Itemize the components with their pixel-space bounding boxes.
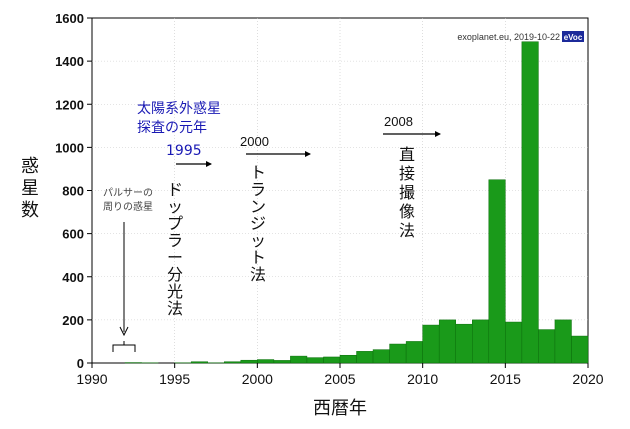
- annotation-blue-line2: 探査の元年: [137, 120, 207, 136]
- bar-2014: [488, 179, 506, 364]
- x-tick-label: 1990: [76, 371, 107, 387]
- y-tick-label: 1600: [55, 11, 84, 26]
- annotation-year-1995: 1995: [166, 143, 202, 159]
- arrow-2000: [246, 151, 311, 157]
- x-tick-label: 1995: [159, 371, 190, 387]
- annotation-year-2008: 2008: [384, 114, 413, 129]
- y-tick-label: 200: [62, 313, 84, 328]
- x-tick-label: 2020: [572, 371, 603, 387]
- bar-2002: [290, 355, 308, 364]
- y-tick-label: 1200: [55, 97, 84, 112]
- bar-2008: [389, 343, 407, 364]
- arrow-pulsar: [119, 222, 129, 337]
- bar-2009: [405, 341, 423, 364]
- credit-text: exoplanet.eu, 2019-10-22: [457, 32, 560, 42]
- annotation-doppler: ドップラー分光法: [167, 180, 183, 318]
- arrow-2008: [383, 131, 441, 137]
- annotation-direct: 直接撮像法: [399, 145, 415, 240]
- bar-2011: [438, 319, 456, 364]
- bar-2018: [554, 319, 572, 364]
- bar-2007: [372, 349, 390, 364]
- bar-2010: [422, 324, 440, 364]
- x-tick-labels: 1990 1995 2000 2005 2010 2015 2020: [76, 363, 604, 387]
- y-tick-label: 1400: [55, 54, 84, 69]
- y-tick-label: 800: [62, 184, 84, 199]
- x-axis-title: 西暦年: [313, 398, 367, 419]
- bar-2003: [306, 357, 324, 364]
- credit-badge: [562, 31, 584, 42]
- bar-2012: [455, 323, 473, 364]
- arrow-1995: [176, 161, 212, 167]
- annotation-pulsar-line2: 周りの惑星: [103, 200, 153, 213]
- bar-series: [124, 41, 589, 364]
- bar-2015: [505, 321, 523, 364]
- y-tick-labels: 0 200 400 600 800 1000 1200 1400 1600: [55, 11, 92, 371]
- annotation-blue-line1: 太陽系外惑星: [137, 101, 221, 117]
- bar-1996: [190, 361, 208, 364]
- bar-2013: [472, 319, 490, 364]
- bar-2016: [521, 41, 539, 364]
- annotation-transit: トランジット法: [250, 163, 266, 284]
- bar-2017: [538, 329, 556, 364]
- y-tick-label: 400: [62, 270, 84, 285]
- bar-2000: [257, 359, 275, 364]
- bar-1998: [224, 361, 242, 364]
- y-tick-label: 0: [77, 356, 84, 371]
- x-tick-label: 2005: [324, 371, 355, 387]
- credit-badge-label: eVoc: [564, 33, 583, 42]
- x-tick-label: 2015: [490, 371, 521, 387]
- bar-1999: [240, 359, 258, 364]
- y-axis-title: 惑星数: [21, 156, 39, 221]
- bar-2001: [273, 360, 291, 364]
- bar-2005: [339, 354, 357, 364]
- pulsar-bracket: [112, 341, 136, 352]
- annotation-pulsar-line1: パルサーの: [103, 187, 153, 199]
- bar-2019: [571, 335, 589, 364]
- y-tick-label: 1000: [55, 140, 84, 155]
- bar-2006: [356, 351, 374, 364]
- y-tick-label: 600: [62, 227, 84, 242]
- bar-2004: [323, 356, 341, 364]
- x-tick-label: 2000: [242, 371, 273, 387]
- x-tick-label: 2010: [407, 371, 438, 387]
- grid-lines: [92, 18, 588, 363]
- annotation-year-2000: 2000: [240, 134, 269, 149]
